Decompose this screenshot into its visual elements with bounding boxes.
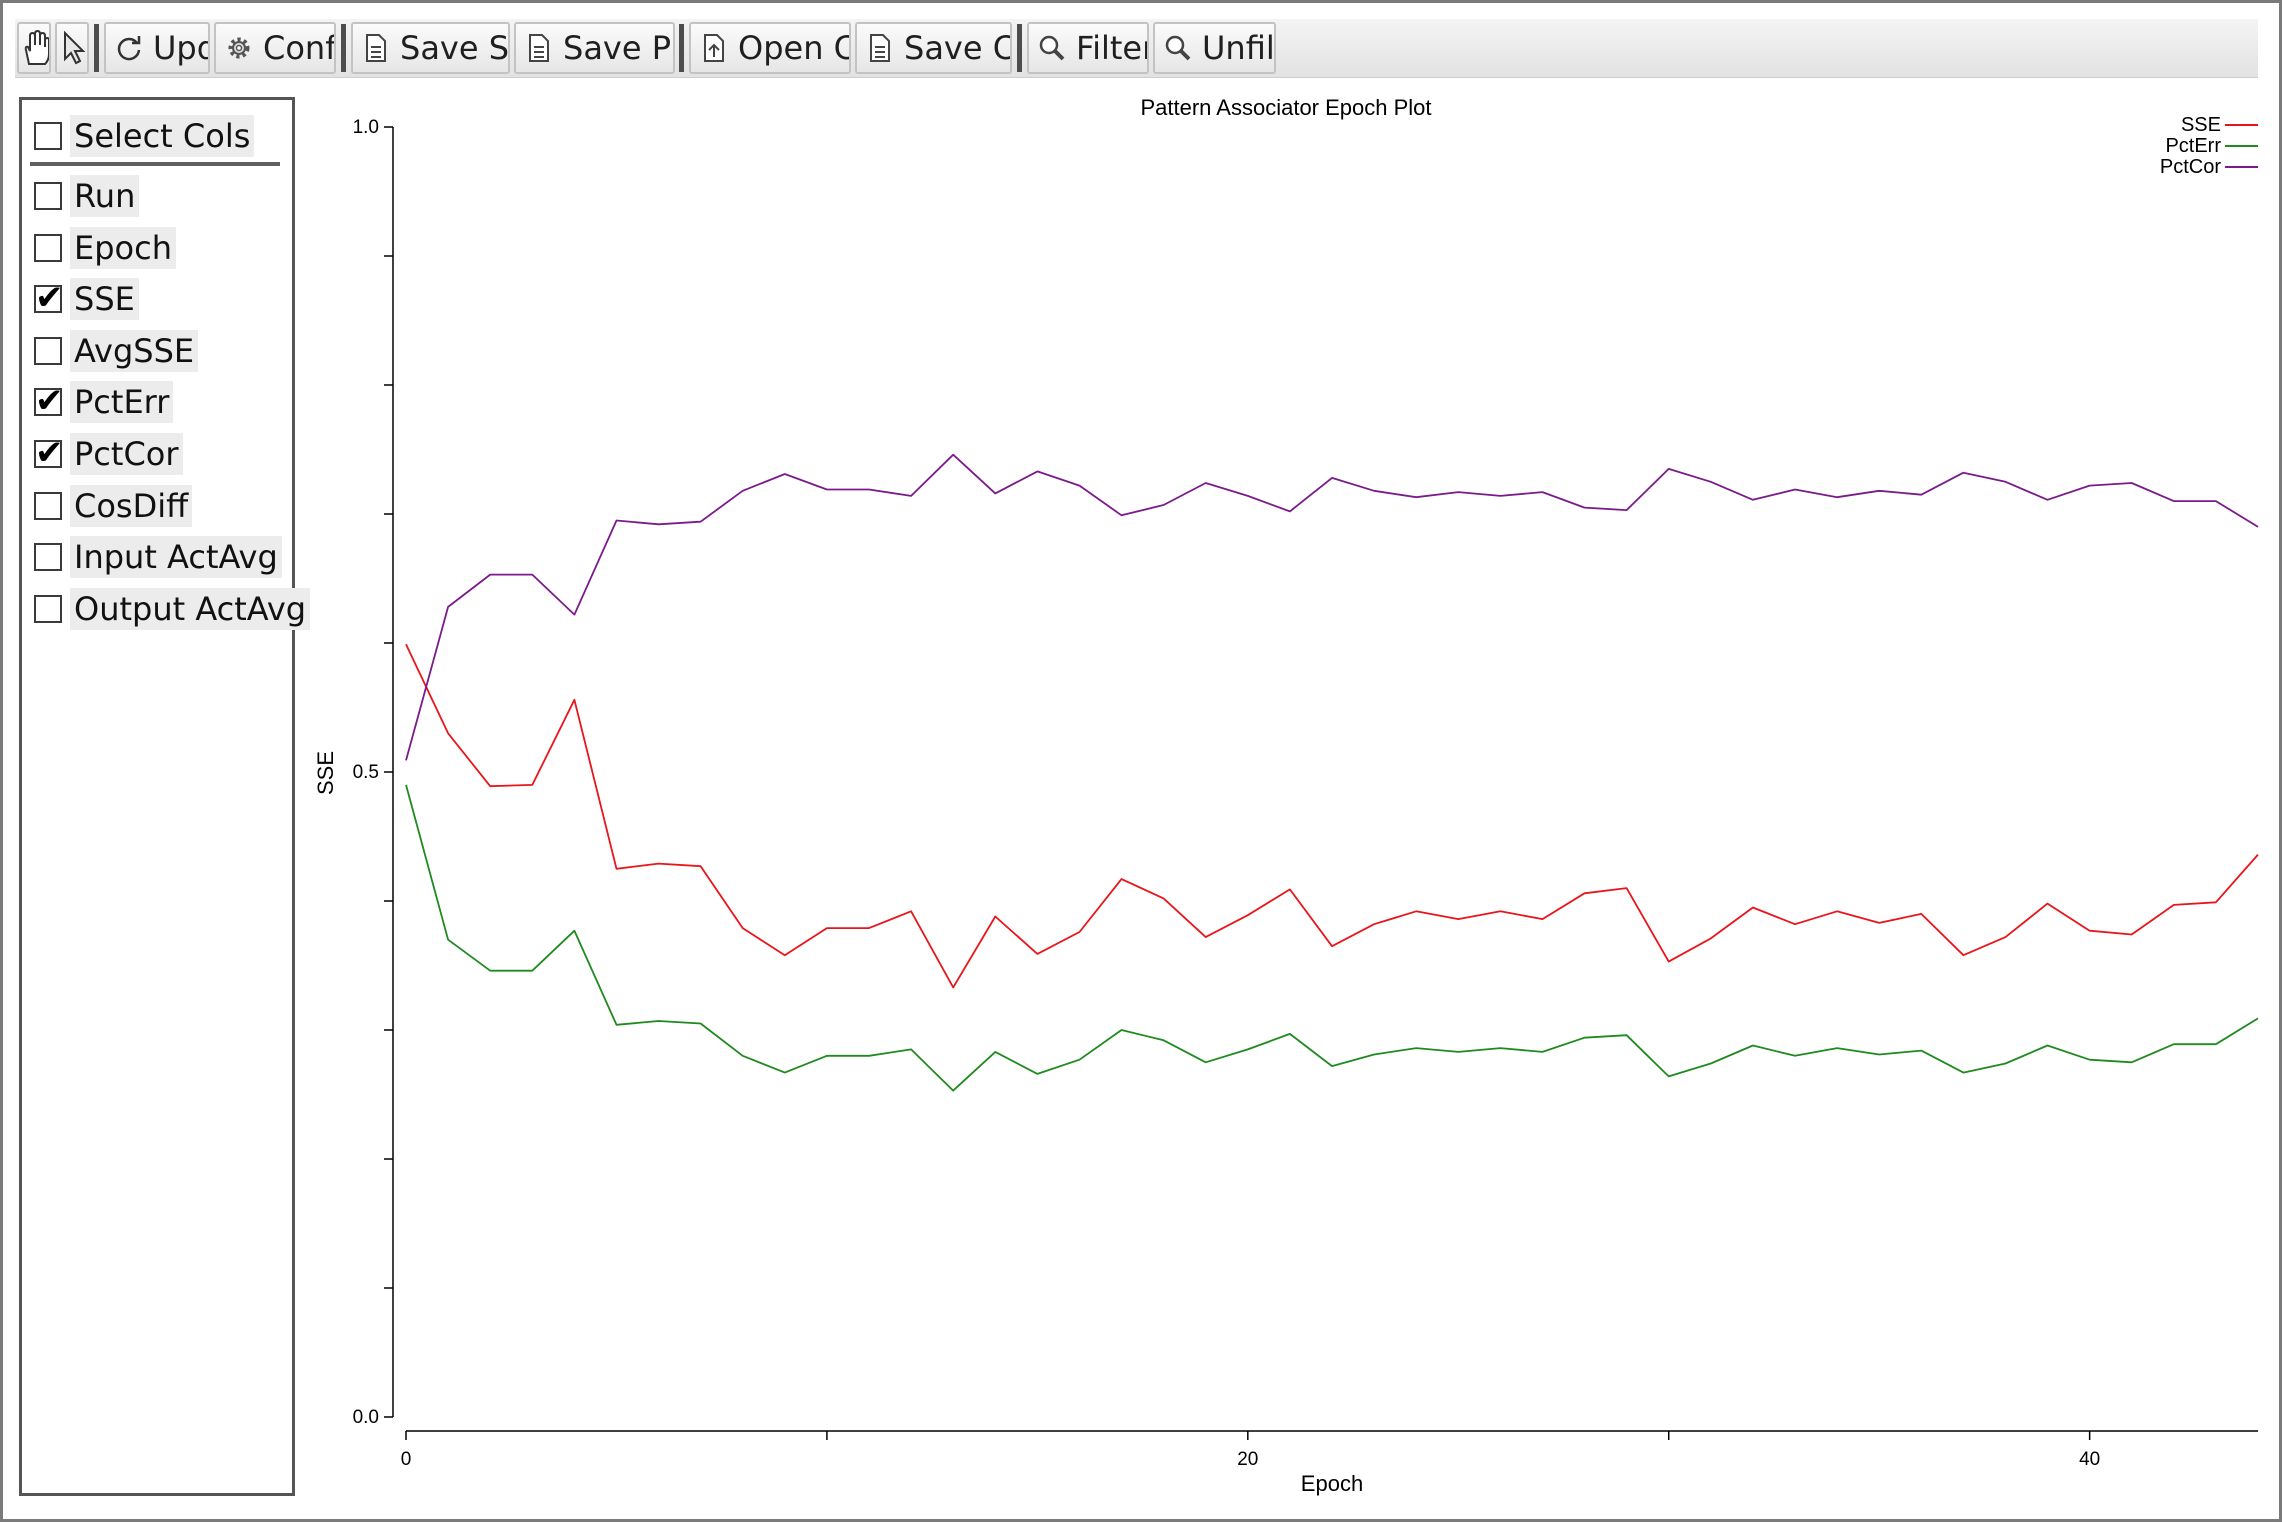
column-toggle-epoch[interactable]: Epoch [34, 226, 176, 270]
x-tick-label: 40 [2079, 1449, 2100, 1470]
column-checkbox[interactable] [34, 543, 62, 572]
toolbar: Update Config... Save SVG... Save PNG... [15, 19, 2258, 78]
column-label: PctCor [70, 433, 183, 475]
config-button-label: Config... [263, 29, 336, 67]
toolbar-separator [94, 24, 99, 72]
document-icon [524, 30, 554, 66]
select-tool-button[interactable] [55, 22, 89, 74]
column-checkbox[interactable]: ✔ [34, 433, 64, 473]
y-tick-label: 0.5 [353, 762, 379, 783]
magnifier-icon [1037, 30, 1067, 66]
column-toggle-run[interactable]: Run [34, 174, 140, 218]
column-label: PctErr [70, 381, 174, 424]
series-line-pctcor [405, 453, 2259, 761]
filter-button-label: Filter... [1076, 29, 1147, 67]
document-icon [865, 30, 895, 66]
x-tick-label: 20 [1237, 1449, 1258, 1470]
series-line-sse [405, 643, 2259, 989]
filter-button[interactable]: Filter... [1027, 22, 1149, 74]
column-label: Run [70, 175, 140, 217]
unfilter-button-label: Unfilter [1202, 29, 1275, 67]
series-layer [405, 453, 2259, 1092]
divider [30, 162, 280, 166]
open-file-icon [699, 30, 729, 66]
column-checkbox[interactable] [34, 594, 62, 623]
column-toggle-avgsse[interactable]: AvgSSE [34, 329, 199, 373]
legend-label: SSE [2181, 114, 2221, 136]
column-label: Output ActAvg [70, 587, 311, 630]
column-checkbox[interactable]: ✔ [34, 278, 64, 318]
column-toggle-input-actavg[interactable]: Input ActAvg [34, 535, 282, 579]
open-csv-button[interactable]: Open CSV... [689, 22, 851, 74]
column-label: CosDiff [70, 484, 193, 527]
document-icon [361, 30, 391, 66]
config-button[interactable]: Config... [214, 22, 336, 74]
toolbar-separator [679, 24, 684, 72]
update-button-label: Update [153, 29, 208, 67]
legend-label: PctCor [2160, 156, 2221, 178]
save-svg-button[interactable]: Save SVG... [351, 22, 510, 74]
column-toggle-pctcor[interactable]: ✔ PctCor [34, 432, 183, 476]
column-checkbox[interactable] [34, 491, 62, 520]
column-label: SSE [70, 278, 139, 321]
y-tick-label: 0.0 [353, 1407, 379, 1428]
column-checkbox[interactable] [34, 182, 62, 210]
checkmark-icon: ✔ [35, 433, 64, 473]
epoch-plot: Pattern Associator Epoch Plot SSE Epoch … [313, 95, 2259, 1496]
column-checkbox[interactable] [34, 336, 62, 365]
column-selector-panel: Select Cols Run Epoch ✔ SSE AvgSSE ✔ PctErr ✔ Pc… [19, 97, 311, 1496]
open-csv-button-label: Open CSV... [738, 29, 849, 67]
x-tick-label: 0 [401, 1449, 412, 1470]
save-png-button[interactable]: Save PNG... [514, 22, 675, 74]
column-toggle-output-actavg[interactable]: Output ActAvg [34, 587, 311, 631]
column-toggle-cosdiff[interactable]: CosDiff [34, 484, 193, 528]
x-axis-label: Epoch [1301, 1471, 1363, 1496]
checkmark-icon: ✔ [35, 381, 64, 422]
save-csv-button-label: Save CSV... [904, 29, 1010, 67]
refresh-icon [114, 30, 144, 66]
checkmark-icon: ✔ [35, 278, 64, 319]
select-cols-label: Select Cols [70, 115, 255, 157]
save-csv-button[interactable]: Save CSV... [855, 22, 1012, 74]
toolbar-separator [1017, 24, 1022, 72]
column-toggle-pcterr[interactable]: ✔ PctErr [34, 380, 174, 424]
column-checkbox[interactable] [34, 233, 62, 262]
y-axis-label: SSE [313, 751, 338, 795]
unfilter-button[interactable]: Unfilter [1153, 22, 1276, 74]
legend-label: PctErr [2165, 135, 2221, 157]
axes: 0.0 0.5 1.0 0 20 40 [353, 117, 2258, 1470]
series-line-pcterr [405, 784, 2259, 1092]
column-label: Epoch [70, 226, 176, 269]
select-cols-checkbox[interactable] [34, 122, 62, 150]
gear-icon [224, 30, 254, 66]
column-label: Input ActAvg [70, 536, 282, 579]
hand-pan-icon [21, 30, 49, 66]
arrow-pointer-icon [59, 30, 87, 66]
column-label: AvgSSE [70, 329, 199, 372]
pan-tool-button[interactable] [17, 22, 51, 74]
column-checkbox[interactable]: ✔ [34, 381, 64, 421]
select-cols-toggle[interactable]: Select Cols [34, 114, 255, 158]
save-png-button-label: Save PNG... [563, 29, 673, 67]
update-button[interactable]: Update [104, 22, 210, 74]
magnifier-icon [1163, 30, 1193, 66]
column-toggle-sse[interactable]: ✔ SSE [34, 277, 139, 321]
chart-title: Pattern Associator Epoch Plot [1140, 95, 1431, 120]
y-tick-label: 1.0 [353, 117, 379, 138]
save-svg-button-label: Save SVG... [400, 29, 510, 67]
toolbar-separator [341, 24, 346, 72]
